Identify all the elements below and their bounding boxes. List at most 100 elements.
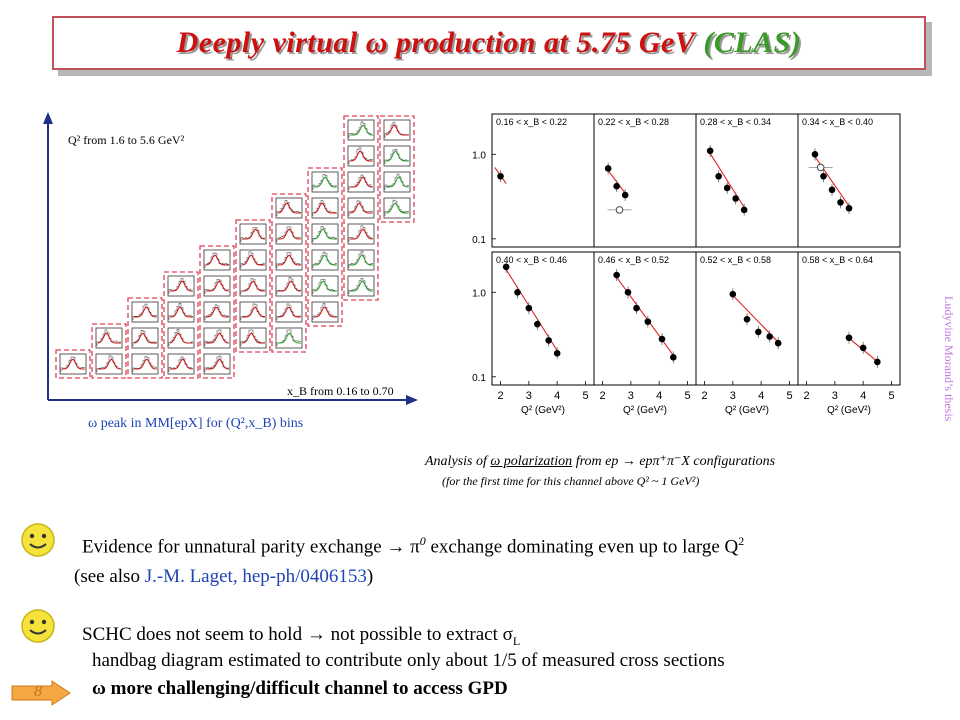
data-point <box>729 290 737 298</box>
histogram-thumbnail <box>383 197 411 219</box>
x-tick-label: 3 <box>628 390 634 402</box>
histogram-thumbnail <box>347 223 375 245</box>
data-point <box>621 191 629 199</box>
left-dashed-boxes <box>55 115 415 379</box>
panel-label: 0.16 < x_B < 0.22 <box>496 117 567 127</box>
theory-curve <box>811 152 853 211</box>
data-point <box>534 320 541 328</box>
data-point <box>743 315 751 323</box>
histogram-thumbnail <box>203 301 231 323</box>
next-arrow-icon[interactable] <box>10 680 72 706</box>
histogram-thumbnail <box>383 171 411 193</box>
panel-frame <box>593 113 697 248</box>
data-point <box>644 318 652 325</box>
data-point <box>525 304 533 312</box>
histogram-thumbnail <box>311 223 339 245</box>
data-point <box>723 184 731 192</box>
histogram-thumbnail <box>59 353 87 375</box>
histogram-thumbnail <box>167 301 195 323</box>
histogram-thumbnail <box>347 197 375 219</box>
data-point <box>497 172 504 180</box>
x-tick-label: 4 <box>758 390 764 402</box>
panel-frame <box>797 251 901 386</box>
histogram-thumbnail <box>203 249 231 271</box>
x-tick-label: 3 <box>832 390 838 402</box>
data-point <box>514 289 521 296</box>
data-point <box>633 304 640 312</box>
data-point <box>624 289 632 296</box>
x-tick-label: 5 <box>888 390 894 402</box>
histogram-thumbnail <box>383 119 411 141</box>
panel-frame <box>695 113 799 248</box>
histogram-thumbnail <box>239 223 267 245</box>
x-axis-arrow <box>406 395 418 405</box>
data-point <box>811 151 819 158</box>
bullet-1-line-2: (see also J.-M. Laget, hep-ph/0406153) <box>74 566 374 587</box>
x-tick-label: 2 <box>803 390 809 402</box>
histogram-thumbnail <box>347 119 375 141</box>
xb-range-label: x_B from 0.16 to 0.70 <box>287 384 394 398</box>
panel-label: 0.22 < x_B < 0.28 <box>598 117 669 127</box>
data-point <box>715 172 722 180</box>
x-tick-label: 5 <box>684 390 690 402</box>
histogram-thumbnail <box>347 171 375 193</box>
omega-peak-grid <box>43 112 418 405</box>
histogram-thumbnail <box>95 327 123 349</box>
histogram-thumbnail <box>311 275 339 297</box>
histogram-thumbnail <box>203 275 231 297</box>
bullet-1-line-1: Evidence for unnatural parity exchange →… <box>82 534 745 558</box>
polarization-chart: 0.16 < x_B < 0.22 1.0 0.1 0.22 < x_B < 0.28… <box>472 113 901 416</box>
y-axis-arrow <box>43 112 53 124</box>
left-cells <box>59 119 411 375</box>
dashed-bin-box <box>127 297 163 379</box>
dashed-bin-box <box>271 193 307 353</box>
data-point <box>828 186 836 194</box>
panel-label: 0.46 < x_B < 0.52 <box>598 255 669 265</box>
laget-reference-link[interactable]: J.-M. Laget, hep-ph/0406153 <box>144 566 367 587</box>
y-tick-label: 1.0 <box>472 150 486 161</box>
histogram-thumbnail <box>311 249 339 271</box>
x-tick-label: 5 <box>786 390 792 402</box>
data-point <box>613 182 620 190</box>
data-point <box>553 349 561 357</box>
histogram-thumbnail <box>347 249 375 271</box>
histogram-thumbnail <box>275 223 303 245</box>
x-axis-label: Q² (GeV²) <box>521 405 565 416</box>
x-tick-label: 3 <box>526 390 532 402</box>
histogram-thumbnail <box>347 275 375 297</box>
y-tick-label: 0.1 <box>472 235 486 246</box>
x-tick-label: 2 <box>599 390 605 402</box>
title-banner: Deeply virtual ω production at 5.75 GeV(… <box>52 16 926 70</box>
smiley-icon <box>21 523 55 557</box>
analysis-subcaption: (for the first time for this channel abo… <box>442 474 700 488</box>
x-tick-label: 2 <box>701 390 707 402</box>
dashed-bin-box <box>199 245 235 379</box>
theory-curve <box>706 148 748 213</box>
panel-label: 0.52 < x_B < 0.58 <box>700 255 771 265</box>
dashed-bin-box <box>163 271 199 379</box>
histogram-thumbnail <box>203 353 231 375</box>
histogram-thumbnail <box>167 327 195 349</box>
panel-label: 0.28 < x_B < 0.34 <box>700 117 771 127</box>
left-axes <box>43 112 418 405</box>
dashed-bin-box <box>235 219 271 353</box>
data-point <box>766 333 773 340</box>
histogram-thumbnail <box>275 327 303 349</box>
panel-frame <box>491 113 595 248</box>
smiley-icon <box>21 609 55 643</box>
open-data-point <box>615 206 624 214</box>
page-number: 8 <box>34 683 42 700</box>
dashed-bin-box <box>343 115 379 301</box>
x-axis-label: Q² (GeV²) <box>623 405 667 416</box>
x-tick-label: 3 <box>730 390 736 402</box>
bullet-2-line-2: handbag diagram estimated to contribute … <box>92 650 725 671</box>
title-clas: (CLAS) <box>703 26 802 59</box>
histogram-thumbnail <box>203 327 231 349</box>
data-point <box>670 354 677 361</box>
data-point <box>874 358 881 366</box>
histogram-thumbnail <box>275 301 303 323</box>
data-point <box>502 263 510 271</box>
x-axis-label: Q² (GeV²) <box>827 405 871 416</box>
slide-title: Deeply virtual ω production at 5.75 GeV(… <box>176 26 802 59</box>
y-tick-label: 1.0 <box>472 288 486 299</box>
